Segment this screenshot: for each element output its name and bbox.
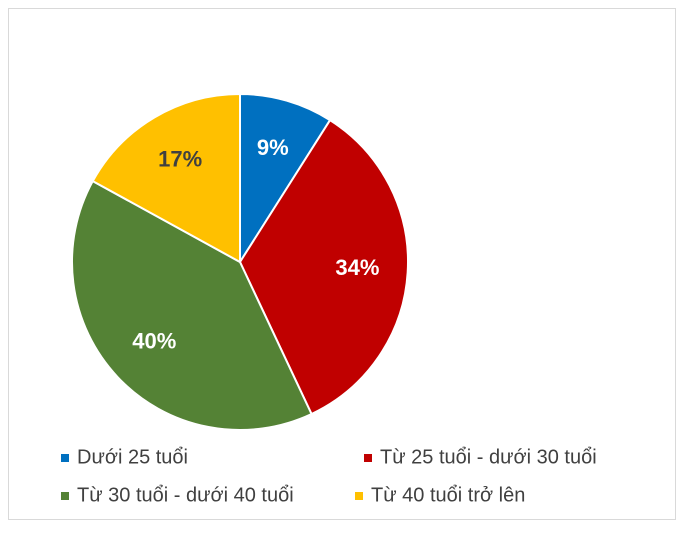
data-label: 17% [158,147,202,172]
legend-label: Dưới 25 tuổi [77,446,188,468]
legend-swatch [355,492,363,500]
legend-swatch [61,454,69,462]
data-label: 9% [257,135,289,160]
pie-slice [71,179,313,431]
legend-label: Từ 25 tuổi - dưới 30 tuổi [380,446,597,468]
pie-slice [91,92,241,264]
data-label: 34% [335,255,379,280]
legend-label: Từ 40 tuổi trở lên [371,484,525,506]
data-label: 40% [132,328,176,353]
legend-swatch [61,492,69,500]
legend-label: Từ 30 tuổi - dưới 40 tuổi [77,484,294,506]
pie-slice [238,118,409,416]
pie-slice [239,92,332,266]
legend-swatch [364,454,372,462]
